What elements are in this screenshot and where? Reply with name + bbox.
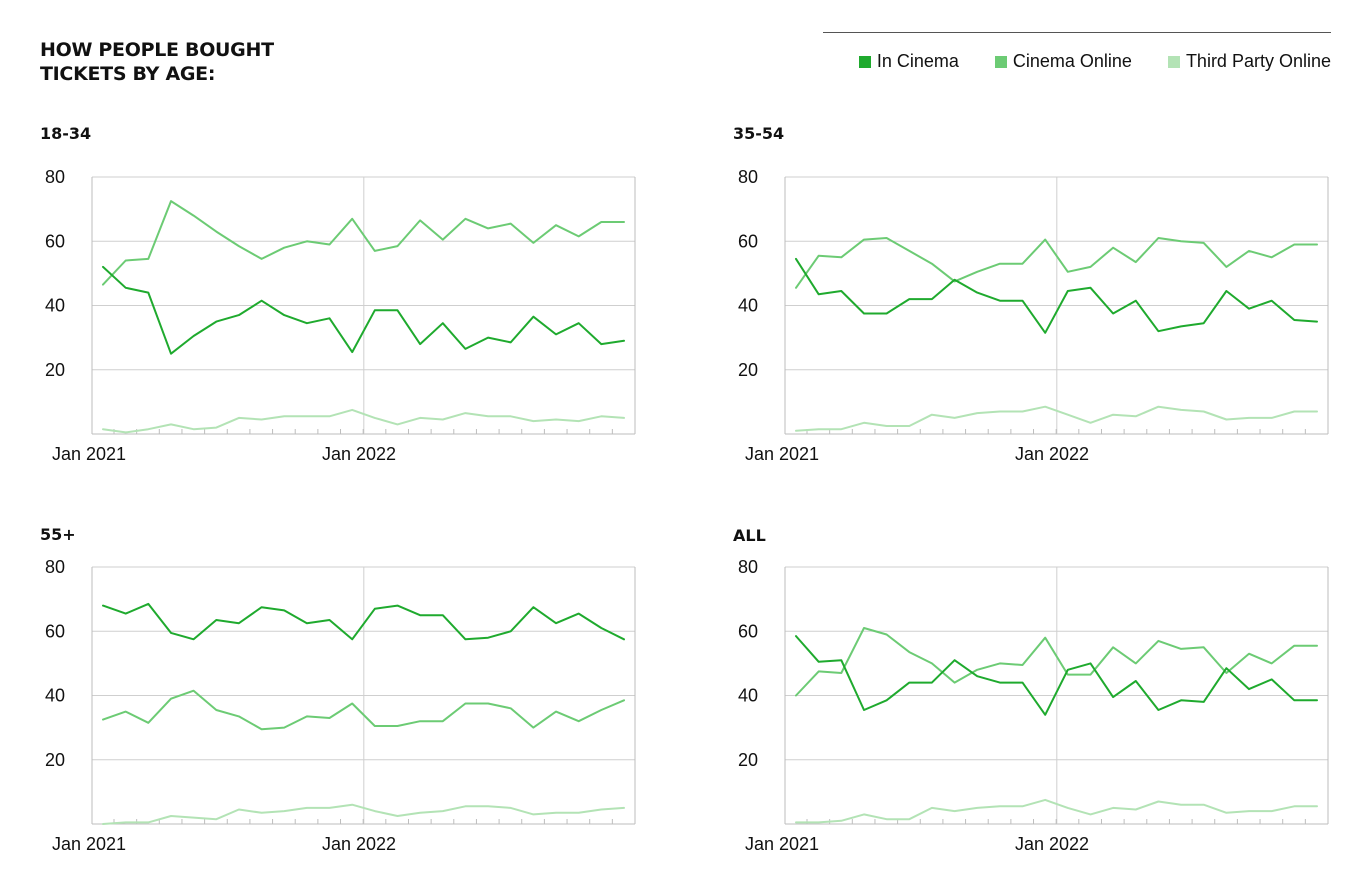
series-line-in-cinema xyxy=(795,257,1318,334)
y-tick-label: 20 xyxy=(738,750,758,770)
series-line-cinema-online xyxy=(102,689,625,731)
legend-item-in-cinema: In Cinema xyxy=(858,51,959,72)
y-tick-label: 40 xyxy=(738,296,758,316)
y-tick-label: 20 xyxy=(738,360,758,380)
page-title-line-1: HOW PEOPLE BOUGHT xyxy=(40,39,274,61)
chart-all: 20 40 60 80 Jan 2021 Jan 2022 xyxy=(738,557,1329,854)
panel-title-18-34: 18-34 xyxy=(40,124,92,143)
series-line-cinema-online xyxy=(102,200,625,286)
legend-label-cinema-online: Cinema Online xyxy=(1012,51,1132,71)
x-tick-label: Jan 2021 xyxy=(52,444,126,464)
y-tick-label: 40 xyxy=(738,686,758,706)
legend-label-in-cinema: In Cinema xyxy=(876,51,959,71)
legend-item-third-party-online: Third Party Online xyxy=(1167,51,1331,72)
series-line-in-cinema xyxy=(102,602,625,641)
legend-item-cinema-online: Cinema Online xyxy=(994,51,1132,72)
y-tick-label: 80 xyxy=(738,167,758,187)
y-tick-label: 60 xyxy=(738,231,758,251)
series-line-cinema-online xyxy=(795,237,1318,289)
y-tick-label: 20 xyxy=(45,360,65,380)
y-tick-label: 60 xyxy=(45,621,65,641)
x-tick-label: Jan 2022 xyxy=(322,834,396,854)
y-tick-label: 80 xyxy=(45,557,65,577)
chart-legend: In Cinema Cinema Online Third Party Onli… xyxy=(858,51,1331,72)
series-line-third-party-online xyxy=(102,408,625,434)
x-tick-label: Jan 2022 xyxy=(322,444,396,464)
y-tick-label: 60 xyxy=(738,621,758,641)
panel-title-35-54: 35-54 xyxy=(733,124,785,143)
series-line-third-party-online xyxy=(795,798,1318,824)
y-tick-label: 60 xyxy=(45,231,65,251)
page-title: HOW PEOPLE BOUGHT TICKETS BY AGE: xyxy=(40,38,274,86)
legend-divider xyxy=(823,32,1331,33)
x-tick-label: Jan 2021 xyxy=(745,834,819,854)
chart-35-54: 20 40 60 80 Jan 2021 Jan 2022 xyxy=(738,167,1329,464)
chart-18-34: 20 40 60 80 Jan 2021 Jan 2022 xyxy=(45,167,636,464)
legend-label-third-party-online: Third Party Online xyxy=(1185,51,1331,71)
series-line-third-party-online xyxy=(102,803,625,825)
legend-swatch-third-party-online xyxy=(1167,55,1180,68)
y-tick-label: 40 xyxy=(45,296,65,316)
series-line-third-party-online xyxy=(795,405,1318,432)
y-tick-label: 80 xyxy=(45,167,65,187)
chart-55-plus: 20 40 60 80 Jan 2021 Jan 2022 xyxy=(45,557,636,854)
x-tick-label: Jan 2021 xyxy=(745,444,819,464)
y-tick-label: 80 xyxy=(738,557,758,577)
series-line-in-cinema xyxy=(795,635,1318,716)
series-line-cinema-online xyxy=(795,627,1318,697)
panel-title-all: ALL xyxy=(733,526,766,545)
series-line-in-cinema xyxy=(102,265,625,355)
page-title-line-2: TICKETS BY AGE: xyxy=(40,63,216,85)
y-tick-label: 20 xyxy=(45,750,65,770)
x-tick-label: Jan 2022 xyxy=(1015,444,1089,464)
legend-swatch-in-cinema xyxy=(858,55,871,68)
x-tick-label: Jan 2022 xyxy=(1015,834,1089,854)
legend-swatch-cinema-online xyxy=(994,55,1007,68)
panel-title-55-plus: 55+ xyxy=(40,525,76,544)
x-tick-label: Jan 2021 xyxy=(52,834,126,854)
y-tick-label: 40 xyxy=(45,686,65,706)
